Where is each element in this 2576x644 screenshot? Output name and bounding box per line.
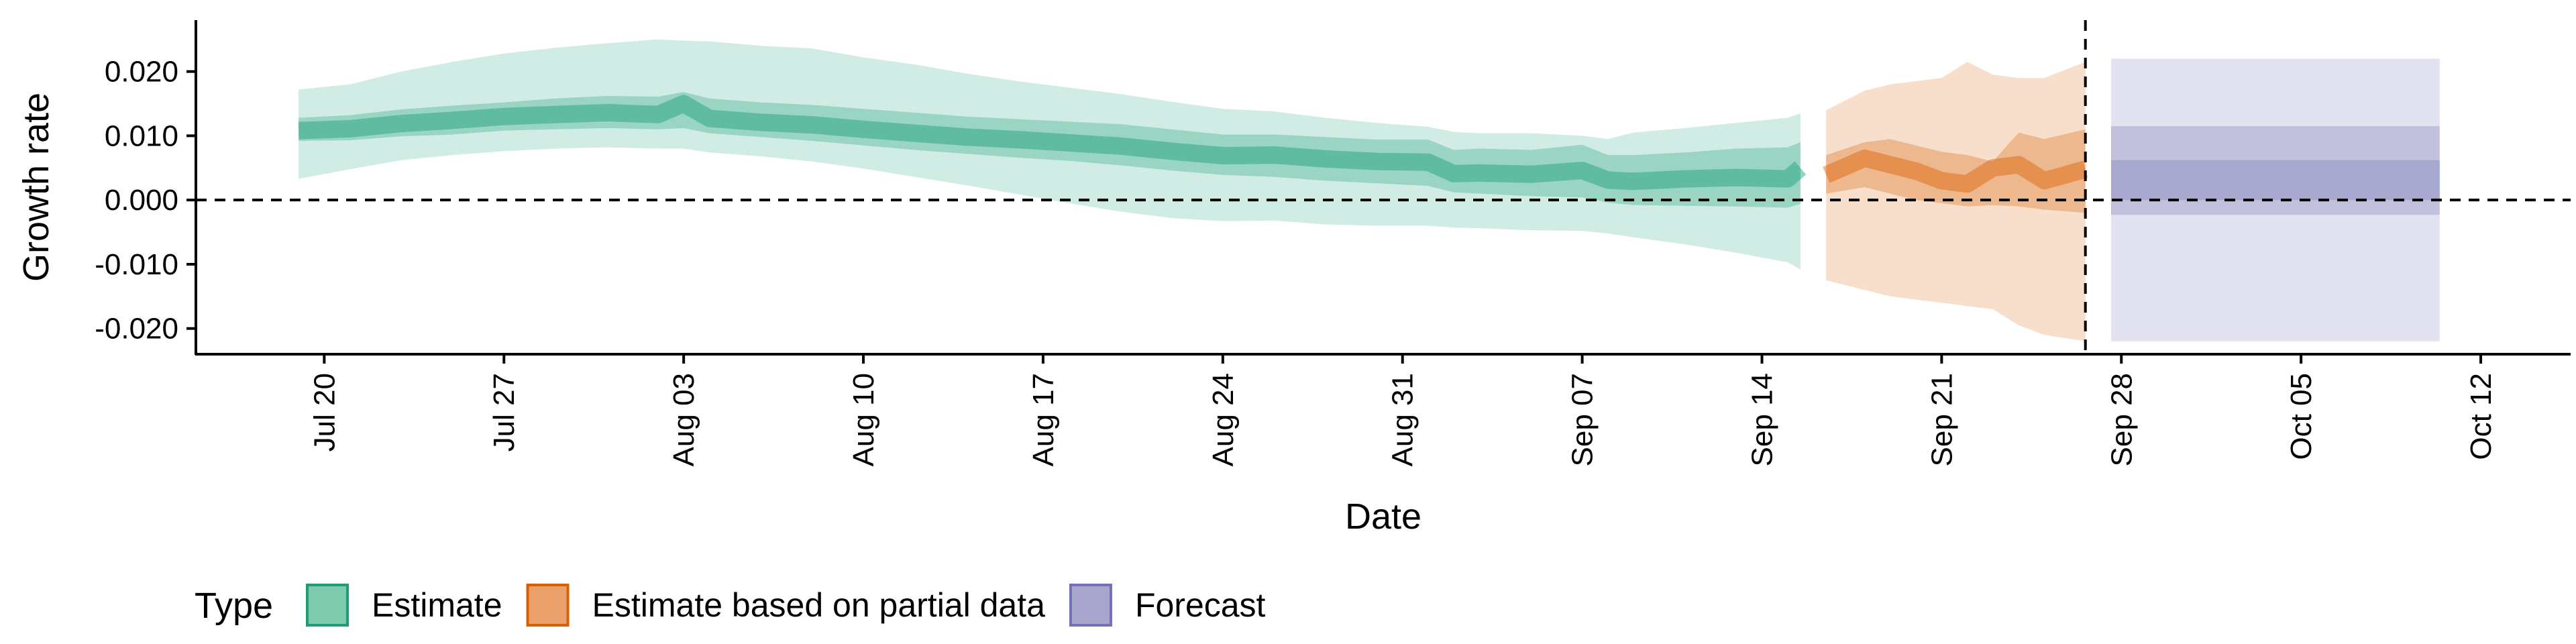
y-tick-label: -0.010 (95, 248, 178, 281)
estimate-outer-band (299, 39, 1801, 270)
x-tick-label: Aug 10 (847, 373, 880, 466)
legend-swatch-forecast (1069, 584, 1112, 627)
legend-label-forecast: Forecast (1135, 586, 1266, 624)
y-tick-label: -0.020 (95, 313, 178, 345)
x-tick-label: Oct 12 (2465, 373, 2498, 460)
estimate-based-on-partial-data-median-line (1823, 149, 2088, 193)
x-tick-label: Jul 20 (308, 373, 341, 451)
estimate-median-line (298, 95, 1807, 191)
x-tick-label: Sep 21 (1925, 373, 1958, 466)
reference-lines (196, 20, 2571, 354)
y-axis-title: Growth rate (16, 93, 56, 282)
estimate-based-on-partial-data-outer-band (1826, 62, 2086, 341)
x-tick-label: Jul 27 (488, 373, 521, 451)
legend: Type Estimate Estimate based on partial d… (195, 584, 1266, 627)
estimate-based-on-partial-data-inner-band (1826, 129, 2086, 213)
forecast-median-band (2111, 160, 2440, 201)
x-tick-label: Sep 14 (1746, 373, 1778, 466)
x-tick-label: Aug 24 (1207, 373, 1240, 466)
y-tick-label: 0.000 (105, 184, 178, 217)
x-tick-label: Sep 07 (1566, 373, 1599, 466)
legend-label-estimate: Estimate (372, 586, 502, 624)
forecast-inner-band (2111, 126, 2440, 215)
legend-swatch-estimate-based-on-partial-data (526, 584, 570, 627)
x-tick-label: Aug 31 (1387, 373, 1419, 466)
axes: 0.020 0.010 0.000 -0.010 -0.020 Jul 20 Jul 27 A… (95, 20, 2571, 466)
x-tick-label: Sep 28 (2105, 373, 2138, 466)
forecast-outer-band (2111, 58, 2440, 341)
plot-bands (298, 39, 2440, 341)
y-tick-label: 0.010 (105, 119, 178, 152)
legend-label-estimate-based-on-partial-data: Estimate based on partial data (592, 586, 1046, 624)
estimate-inner-band (299, 92, 1801, 208)
x-tick-label: Aug 03 (667, 373, 700, 466)
legend-swatch-estimate (306, 584, 349, 627)
y-tick-label: 0.020 (105, 56, 178, 89)
x-tick-label: Aug 17 (1027, 373, 1060, 466)
x-axis-title: Date (1345, 496, 1421, 537)
legend-title: Type (195, 586, 273, 626)
x-tick-label: Oct 05 (2285, 373, 2318, 460)
